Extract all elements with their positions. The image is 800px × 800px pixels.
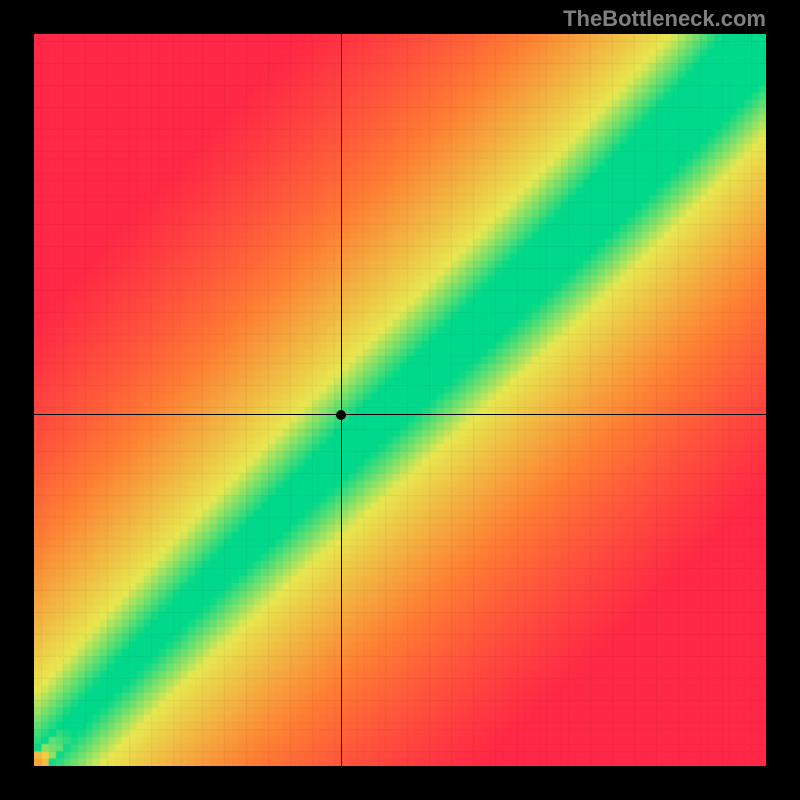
watermark-text: TheBottleneck.com — [563, 6, 766, 32]
crosshair-horizontal — [34, 414, 766, 415]
selection-marker-dot — [336, 410, 346, 420]
crosshair-vertical — [341, 34, 342, 766]
bottleneck-heatmap — [34, 34, 766, 766]
chart-container: TheBottleneck.com — [0, 0, 800, 800]
